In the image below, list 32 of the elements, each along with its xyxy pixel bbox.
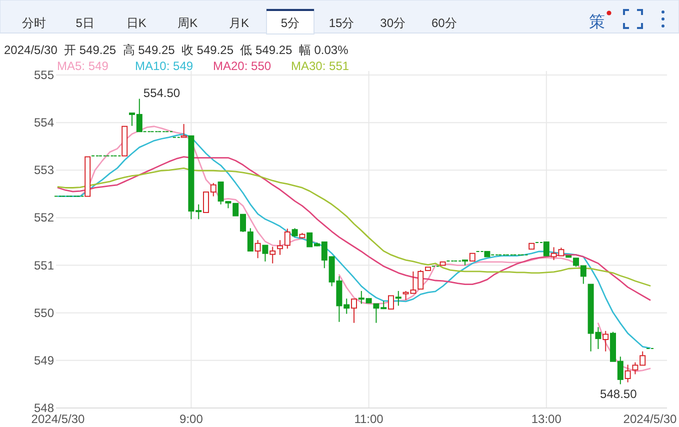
y-tick-label: 551: [34, 258, 54, 272]
text: 60分: [431, 16, 457, 30]
y-tick-label: 555: [34, 68, 54, 82]
text: MA20: 550: [213, 59, 272, 73]
text: 策: [589, 13, 605, 31]
text: 5日: [76, 16, 94, 30]
text: MA5: 549: [57, 59, 109, 73]
y-tick-label: 549: [34, 353, 54, 368]
text: 30分: [380, 16, 406, 30]
annotation: 554.50: [143, 86, 180, 100]
text: 日K: [126, 16, 146, 30]
x-tick-label: 2024/5/30: [623, 412, 678, 426]
y-tick-label: 554: [34, 116, 54, 130]
y-tick-label: 553: [34, 163, 54, 178]
text: 月K: [228, 16, 249, 30]
x-tick-label: 13:00: [531, 412, 562, 426]
line-series: [57, 156, 651, 301]
text: 5分: [280, 16, 300, 30]
line-series: [57, 168, 651, 286]
x-tick-label: 11:00: [354, 412, 384, 426]
text: MA30: 551: [291, 59, 350, 73]
y-tick-label: 548: [34, 401, 54, 415]
y-tick-label: 550: [34, 306, 54, 320]
text: 2024/5/30 开 549.25 高 549.25 收 549.25 低 549.25 幅 0.03%: [4, 43, 349, 57]
text: 周K: [178, 16, 198, 30]
text: MA10: 549: [135, 59, 194, 73]
x-tick-label: 2024/5/30: [31, 412, 86, 426]
x-tick-label: 9:00: [180, 412, 204, 426]
annotation: 548.50: [600, 387, 638, 402]
y-tick-label: 552: [34, 210, 54, 225]
text: 15分: [328, 16, 354, 30]
text: 分时: [22, 16, 46, 30]
